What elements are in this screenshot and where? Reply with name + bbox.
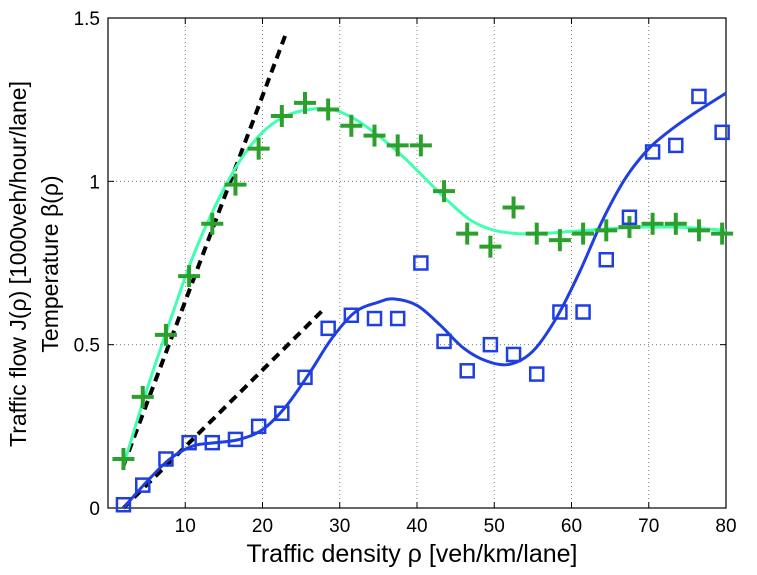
x-tick-label: 10 [175, 516, 196, 537]
plus-marker [711, 222, 734, 245]
plus-marker [409, 134, 432, 157]
square-marker [389, 310, 406, 327]
plus-marker [641, 212, 664, 235]
square-marker [459, 363, 475, 379]
square-marker [714, 124, 730, 141]
square-marker [505, 346, 522, 363]
square-marker [343, 307, 360, 324]
x-tick-label: 30 [329, 516, 350, 537]
x-tick-label: 50 [484, 516, 505, 537]
plus-marker [479, 235, 502, 258]
square-marker [482, 336, 499, 353]
square-marker [413, 255, 429, 271]
square-marker [297, 369, 313, 386]
plus-marker [525, 222, 548, 245]
square-marker [436, 333, 452, 350]
square-marker [668, 137, 684, 154]
fit-curve-2 [122, 91, 727, 509]
square-marker [250, 418, 267, 435]
y-tick-label: 1.5 [74, 9, 100, 30]
x-tick-label: 20 [252, 516, 273, 537]
plus-marker [363, 124, 386, 147]
plus-marker [154, 323, 177, 346]
x-tick-label: 80 [715, 516, 736, 537]
data-markers [112, 88, 734, 513]
plus-marker [247, 137, 270, 160]
x-tick-label: 60 [561, 516, 582, 537]
square-marker [598, 251, 615, 268]
square-marker [158, 451, 174, 467]
grid [108, 18, 726, 508]
plus-marker [178, 265, 201, 288]
square-marker [320, 320, 336, 337]
square-marker [366, 310, 383, 327]
plus-marker [224, 173, 247, 196]
plus-marker [456, 222, 479, 245]
square-marker [227, 431, 244, 448]
plus-marker [595, 219, 618, 242]
square-marker [644, 144, 661, 160]
plus-marker [131, 385, 154, 408]
square-marker [135, 477, 151, 493]
square-marker [204, 434, 221, 451]
x-axis-label: Traffic density ρ [veh/km/lane] [246, 540, 577, 568]
plus-marker [340, 114, 363, 137]
plus-marker [270, 105, 293, 127]
square-marker [575, 304, 591, 320]
x-tick-label: 70 [638, 516, 659, 537]
plus-marker [572, 222, 595, 245]
square-marker [621, 209, 638, 226]
reference-lines [121, 33, 326, 510]
plus-marker [664, 212, 687, 235]
plus-marker [112, 448, 135, 470]
reference-line-1 [121, 33, 288, 467]
axis-ticks: 10 20 30 40 50 60 70 80 0 0.5 1 1.5 [74, 9, 737, 537]
y-tick-label: 1 [89, 172, 100, 193]
y-axis-label-line1: Traffic flow J(ρ) [1000veh/hour/lane] [5, 81, 31, 447]
y-tick-label: 0 [89, 499, 100, 520]
square-marker [528, 366, 545, 382]
plus-marker [687, 219, 710, 242]
x-tick-label: 40 [406, 516, 427, 537]
plus-marker [317, 98, 340, 121]
y-tick-label: 0.5 [74, 336, 100, 357]
plus-marker [502, 196, 525, 219]
fit-curves [122, 91, 727, 509]
square-marker [115, 496, 132, 513]
square-marker [552, 304, 568, 320]
square-marker [691, 88, 707, 105]
reference-line-2 [122, 307, 326, 510]
plus-marker [386, 134, 409, 157]
plus-marker [201, 212, 224, 235]
square-marker [274, 405, 290, 422]
plus-marker [293, 91, 316, 114]
square-marker [181, 434, 197, 451]
y-axis-label-line2: Temperature β(ρ) [37, 175, 63, 352]
plus-marker [548, 229, 571, 252]
plus-marker [433, 180, 456, 203]
plus-marker [618, 216, 641, 239]
